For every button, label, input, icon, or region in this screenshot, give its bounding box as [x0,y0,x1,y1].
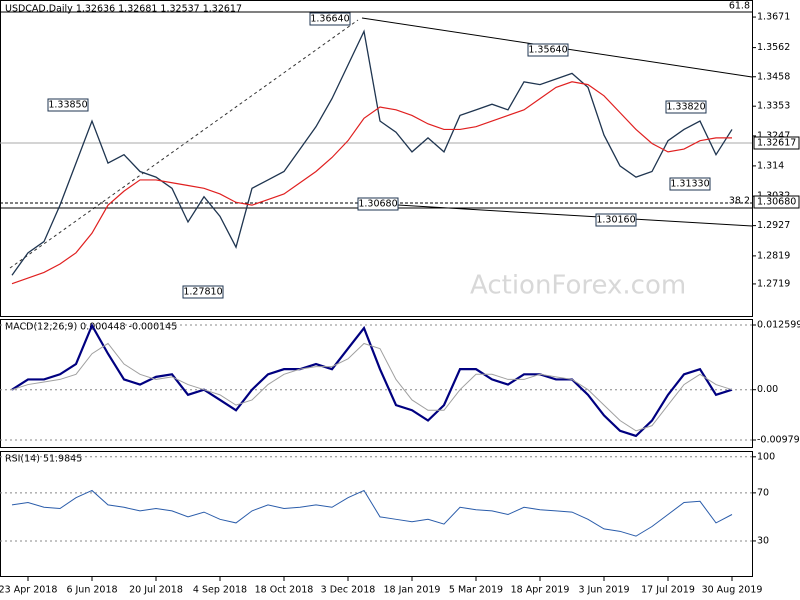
y-tick-label: 1.2927 [757,220,790,231]
trend-line [379,203,753,227]
y-tick-label: 0.00 [757,384,778,395]
x-tick-label: 6 Jun 2018 [66,585,117,596]
y-tick-label: 70 [757,487,769,498]
x-tick-label: 20 Jul 2018 [129,585,183,596]
x-tick-label: 18 Oct 2018 [255,585,314,596]
y-tick-label: 1.3671 [757,12,790,23]
x-tick-label: 18 Apr 2019 [511,585,570,596]
y-tick-label: 1.2719 [757,278,790,289]
y-tick-label: 1.3458 [757,71,790,82]
right-label-box [753,195,800,209]
price-title: USDCAD,Daily 1.32636 1.32681 1.32537 1.3… [5,4,242,15]
price-label-box [357,197,399,211]
series-line [11,29,733,276]
price-label-box [527,43,569,57]
price-label: 1.31330 [670,179,709,190]
price-label: 1.30680 [358,199,397,210]
y-tick-label: 30 [757,535,769,546]
price-label-box [595,213,637,227]
x-tick-label: 5 Mar 2019 [449,585,503,596]
price-label: 1.33820 [666,102,705,113]
price-label-box [669,177,711,191]
price-label: 1.36640 [310,14,349,25]
x-tick-label: 3 Dec 2018 [321,585,376,596]
rsi-title: RSI(14) 51.9845 [5,454,82,465]
price-label-box [47,98,89,112]
x-tick-label: 3 Jun 2019 [578,585,629,596]
price-label-box [665,100,707,114]
y-tick-label: 1.3562 [757,42,790,53]
right-label: 1.32617 [757,138,796,149]
rsi-panel [0,451,753,577]
y-tick-label: -0.00979 [757,434,800,445]
series-line [11,342,733,432]
fib-label: 61.8 [729,1,750,12]
y-tick-label: 1.3247 [757,130,790,141]
y-tick-label: 100 [757,451,775,462]
x-tick-label: 18 Jan 2019 [384,585,441,596]
price-panel [0,0,753,317]
trend-line [9,19,359,269]
price-label: 1.30160 [596,215,635,226]
price-label: 1.27810 [183,287,222,298]
series-line [11,81,732,285]
series-line [11,322,733,438]
y-tick-label: 1.3353 [757,101,790,112]
price-label-box [309,12,351,26]
price-label-box [182,285,224,299]
watermark: ActionForex.com [470,271,686,301]
price-label: 1.33850 [48,100,87,111]
x-tick-label: 30 Aug 2019 [702,585,763,596]
y-tick-label: 1.2819 [757,250,790,261]
y-tick-label: 0.012599 [757,319,800,330]
right-label-box [753,136,800,150]
y-tick-label: 1.314 [757,160,784,171]
x-tick-label: 17 Jul 2019 [641,585,695,596]
right-label: 1.30680 [757,197,796,208]
x-tick-label: 4 Sep 2018 [193,585,247,596]
series-line [11,489,733,537]
price-label: 1.35640 [528,45,567,56]
macd-panel [0,319,753,448]
x-tick-label: 23 Apr 2018 [0,585,57,596]
fib-label: 38.2 [729,196,750,207]
